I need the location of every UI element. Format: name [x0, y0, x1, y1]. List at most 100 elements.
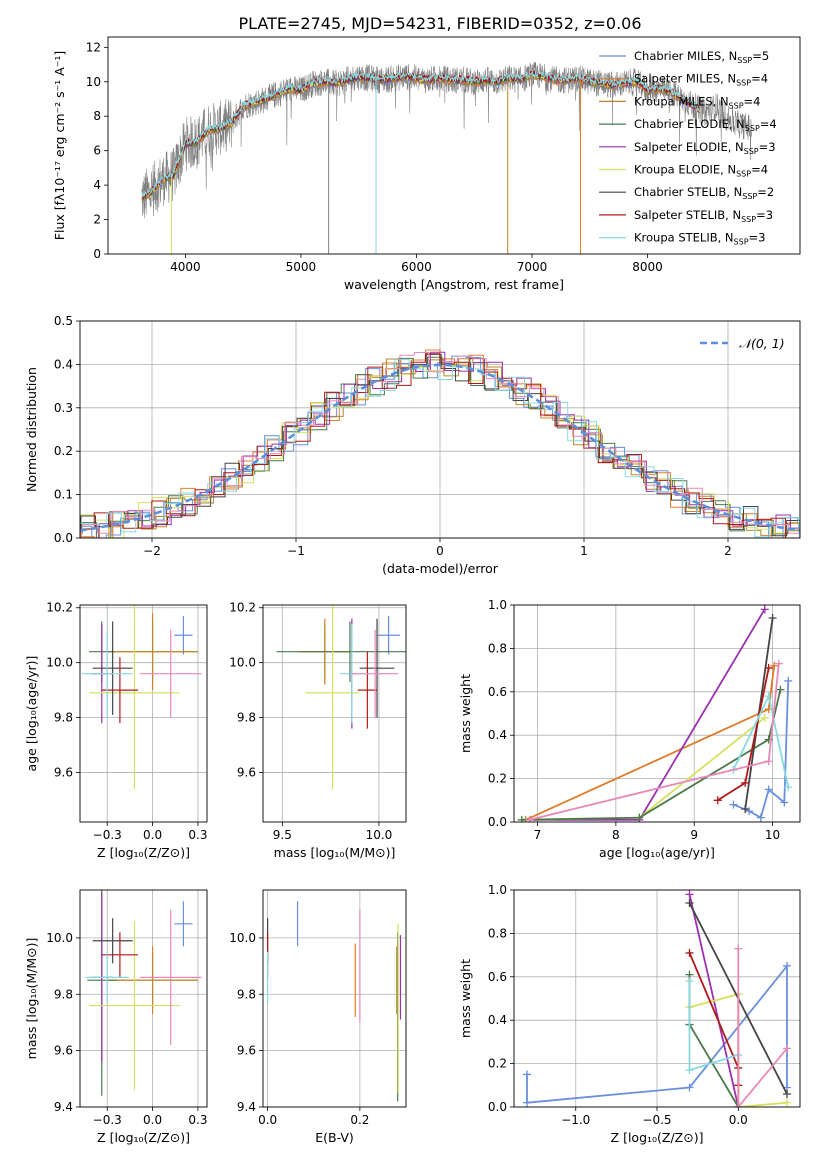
x-tick-label: −0.3	[93, 1113, 122, 1127]
x-tick-label: 7	[534, 828, 542, 842]
series-marker	[734, 1103, 743, 1107]
legend-nssp: =4	[751, 72, 768, 86]
y-tick-label: 0.5	[54, 314, 73, 328]
series-marker	[774, 659, 783, 668]
x-tick-label: 0.2	[350, 1113, 369, 1127]
series-marker	[685, 1083, 694, 1092]
series-marker	[764, 785, 773, 794]
y-axis-label: age [log₁₀(age/yr)]	[24, 656, 39, 772]
histogram-step	[80, 358, 800, 538]
data-point	[92, 918, 133, 964]
axes-frame	[79, 604, 208, 823]
series-marker	[713, 796, 722, 805]
legend-name: Chabrier MILES, N	[634, 49, 737, 63]
legend-subscript: SSP	[744, 147, 759, 156]
y-tick-label: 0.1	[54, 488, 73, 502]
axes-age-vs-mass: 9.5 10.0 9.6 9.8 10.0 10.2 mass [log₁₀(M/M⊙)]	[229, 601, 407, 860]
axes-mass-vs-ebv: 0.0 0.2 9.4 9.6 9.8 10.0 E(B-V)	[229, 889, 407, 1145]
series-marker	[764, 692, 773, 701]
axes-mass-vs-Z: −0.3 0.0 0.3 9.4 9.6 9.8 10.0 Z [log₁₀(Z/Z⊙)] ma…	[24, 889, 207, 1145]
data-point	[101, 932, 139, 978]
x-tick-label: 8	[612, 828, 620, 842]
model-spectrum-line	[141, 70, 700, 200]
data-point	[351, 629, 399, 718]
legend-subscript: SSP	[736, 170, 751, 179]
y-tick-label: 6	[93, 144, 101, 158]
plots-group: 4000 5000 6000 7000 8000024681012wavelength …	[24, 36, 801, 1145]
data-point	[107, 952, 198, 1009]
y-tick-label: 0.2	[488, 1057, 507, 1071]
data-point	[174, 901, 193, 947]
x-tick-label: 6000	[401, 260, 432, 274]
x-tick-label: 9	[690, 828, 698, 842]
y-tick-label: 0.6	[488, 685, 507, 699]
y-tick-label: 9.8	[237, 711, 256, 725]
series-marker	[770, 661, 779, 670]
y-tick-label: 4	[93, 178, 101, 192]
x-tick-label: 2	[724, 544, 732, 558]
axes-frame	[513, 604, 801, 823]
x-tick-label: 9.5	[273, 828, 292, 842]
data-point	[89, 605, 180, 790]
y-tick-label: 12	[86, 40, 101, 54]
x-tick-label: 8000	[632, 260, 663, 274]
plot-area	[267, 901, 402, 1102]
y-tick-label: 9.6	[237, 1044, 256, 1058]
x-tick-label: 0.3	[188, 1113, 207, 1127]
y-tick-label: 8	[93, 109, 101, 123]
legend-subscript: SSP	[734, 238, 749, 247]
data-point	[101, 657, 139, 724]
data-point	[85, 952, 129, 1003]
x-axis-label: mass [log₁₀(M/M⊙)]	[274, 845, 396, 860]
legend-name: Chabrier ELODIE, N	[634, 117, 745, 131]
series-line	[737, 948, 788, 1107]
y-tick-label: 10.2	[46, 601, 73, 615]
y-tick-label: 0.6	[488, 970, 507, 984]
x-tick-label: −2	[143, 544, 161, 558]
series-marker	[635, 813, 644, 822]
y-tick-label: 0.0	[488, 815, 507, 829]
normal-curve	[80, 363, 800, 532]
series-marker	[525, 815, 534, 822]
x-tick-label: 0.0	[143, 1113, 162, 1127]
y-tick-label: 9.6	[54, 1044, 73, 1058]
legend-subscript: SSP	[736, 79, 751, 88]
series-marker	[780, 798, 789, 807]
plot-area	[80, 349, 800, 538]
y-tick-label: 0.8	[488, 926, 507, 940]
legend-entry: Chabrier STELIB, NSSP=2	[634, 185, 774, 201]
x-axis-label: E(B-V)	[315, 1130, 354, 1145]
y-tick-label: 1.0	[488, 598, 507, 612]
x-tick-label: 10	[765, 828, 780, 842]
series-marker	[685, 948, 694, 957]
legend-entry: Salpeter MILES, NSSP=4	[634, 72, 768, 88]
series-marker	[784, 783, 793, 792]
data-point	[81, 629, 133, 718]
series-marker	[764, 663, 773, 672]
data-point	[359, 618, 395, 718]
series-marker	[523, 1070, 531, 1079]
legend-name: Salpeter MILES, N	[634, 72, 736, 86]
legend-name: Salpeter ELODIE, N	[634, 140, 744, 154]
y-axis-label: Normed distribution	[24, 367, 39, 492]
series-marker	[760, 605, 769, 614]
legend-entry: Kroupa STELIB, NSSP=3	[634, 231, 765, 247]
legend-nssp: =4	[760, 117, 777, 131]
axes-frame	[262, 604, 407, 823]
histogram-step	[80, 356, 800, 538]
legend-entry: Chabrier ELODIE, NSSP=4	[634, 117, 777, 133]
x-tick-label: 0.0	[729, 1113, 748, 1127]
x-tick-label: 0	[436, 544, 444, 558]
data-point	[377, 615, 401, 655]
legend-name: Salpeter STELIB, N	[634, 208, 741, 222]
x-tick-label: −0.3	[93, 828, 122, 842]
legend-entry: Salpeter ELODIE, NSSP=3	[634, 140, 776, 156]
y-tick-label: 2	[93, 213, 101, 227]
x-axis-label: Z [log₁₀(Z/Z⊙)]	[97, 845, 190, 860]
legend-nssp: =4	[751, 163, 768, 177]
legend-name: Kroupa MILES, N	[634, 94, 729, 108]
legend-subscript: SSP	[737, 56, 752, 65]
y-tick-label: 0.4	[54, 357, 73, 371]
y-axis-label: mass [log₁₀(M/M⊙)]	[24, 938, 39, 1060]
